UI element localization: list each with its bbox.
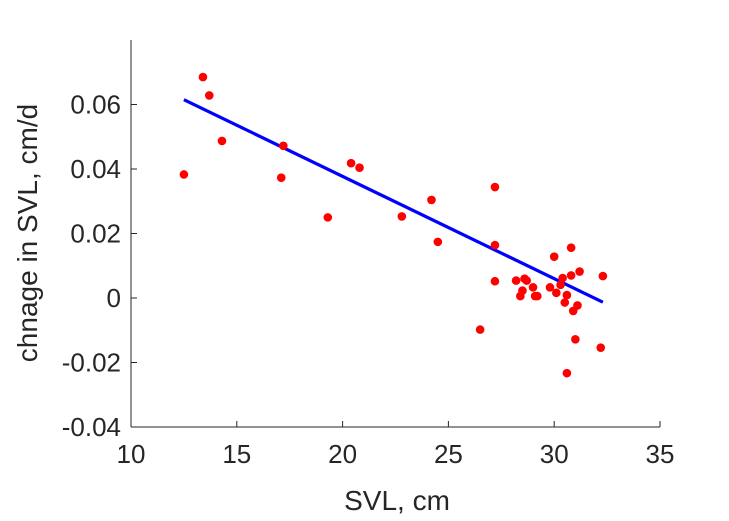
data-point [528, 283, 538, 292]
data-point [433, 237, 443, 247]
data-point [475, 325, 485, 334]
x-tick-label: 20 [328, 439, 357, 469]
x-tick-label: 30 [540, 439, 569, 469]
data-point [204, 91, 214, 100]
x-tick-label: 10 [117, 439, 146, 469]
data-point [532, 291, 542, 301]
data-point [571, 334, 580, 344]
data-point [573, 301, 582, 310]
x-tick-label: 35 [646, 439, 675, 469]
data-point [490, 276, 500, 286]
data-point [558, 273, 567, 283]
data-point [346, 158, 356, 168]
data-point [179, 170, 189, 179]
data-point [511, 276, 521, 285]
data-point [556, 280, 565, 290]
y-tick-label: 0.02 [70, 219, 121, 249]
data-point [549, 252, 559, 262]
x-tick-label: 25 [434, 439, 463, 469]
axes: 10 15 20 25 30 35 -0.04 -0.02 0 0.02 0.04 0.06 [62, 40, 675, 469]
data-point [522, 276, 531, 285]
data-point [598, 271, 608, 281]
data-point [279, 141, 288, 151]
data-point [427, 195, 436, 205]
data-point [545, 283, 555, 292]
data-point [562, 368, 572, 378]
data-point [276, 173, 286, 183]
data-point [490, 182, 500, 192]
data-point [323, 213, 333, 222]
regression-line [183, 98, 604, 304]
data-point [566, 271, 576, 280]
data-point [552, 288, 561, 298]
data-point [490, 240, 500, 250]
x-tick-label: 15 [222, 439, 251, 469]
data-point [562, 290, 572, 300]
data-point [217, 136, 227, 146]
data-point [560, 298, 570, 307]
data-point [355, 163, 364, 173]
data-point [198, 72, 208, 82]
y-tick-label: 0.06 [70, 90, 121, 120]
x-axis-title: SVL, cm [344, 485, 450, 516]
data-point [596, 343, 606, 352]
data-point [397, 212, 407, 221]
y-tick-label: -0.02 [62, 348, 121, 378]
data-point [518, 286, 527, 295]
data-point [575, 267, 584, 276]
y-axis-title: chnage in SVL, cm/d [12, 104, 43, 362]
y-tick-label: 0 [107, 283, 121, 313]
y-tick-label: 0.04 [70, 154, 121, 184]
data-point [566, 243, 576, 252]
y-tick-label: -0.04 [62, 412, 121, 442]
plot-area [179, 72, 608, 378]
